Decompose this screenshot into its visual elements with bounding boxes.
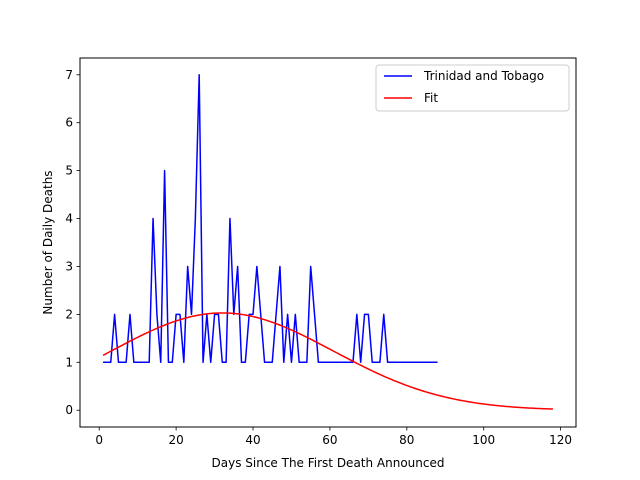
series-line-fit <box>102 312 553 410</box>
x-tick-label: 120 <box>549 433 572 447</box>
y-tick-label: 6 <box>65 116 73 130</box>
x-tick-label: 100 <box>472 433 495 447</box>
legend-label-trinidad: Trinidad and Tobago <box>423 69 544 83</box>
axes-frame <box>79 57 577 428</box>
legend-label-fit: Fit <box>424 91 438 105</box>
y-axis-ticks: 0 1 2 3 4 5 6 7 <box>65 68 80 417</box>
x-tick-label: 40 <box>245 433 260 447</box>
y-tick-label: 5 <box>65 164 73 178</box>
y-tick-label: 1 <box>65 355 73 369</box>
x-tick-label: 20 <box>168 433 183 447</box>
y-tick-label: 0 <box>65 403 73 417</box>
x-tick-label: 0 <box>95 433 103 447</box>
series-layer <box>102 74 553 410</box>
legend-box <box>375 64 570 112</box>
y-tick-label: 2 <box>65 307 73 321</box>
x-tick-label: 80 <box>399 433 414 447</box>
y-tick-label: 3 <box>65 259 73 273</box>
x-axis-ticks: 0 20 40 60 80 100 120 <box>95 427 572 447</box>
x-tick-label: 60 <box>322 433 337 447</box>
y-tick-label: 7 <box>65 68 73 82</box>
series-line-trinidad <box>103 74 438 364</box>
y-axis-label: Number of Daily Deaths <box>41 170 55 314</box>
legend: Trinidad and Tobago Fit <box>375 64 570 112</box>
y-tick-label: 4 <box>65 212 73 226</box>
x-axis-label: Days Since The First Death Announced <box>212 456 445 470</box>
plot-frame <box>79 57 577 428</box>
